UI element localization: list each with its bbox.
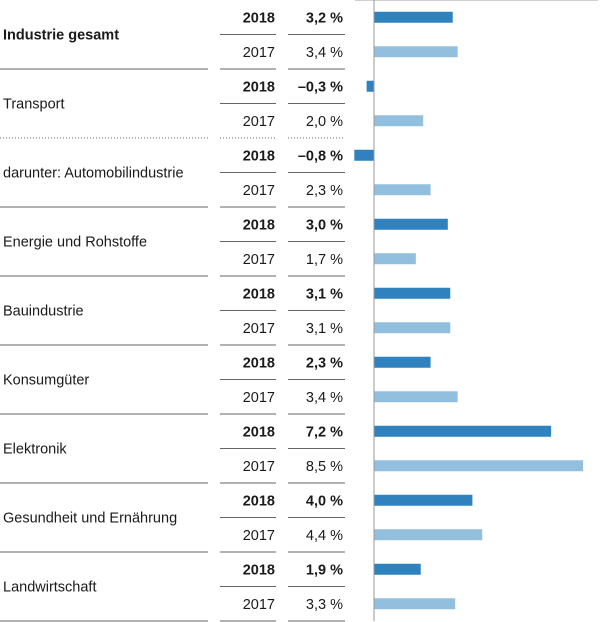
category-label: Transport bbox=[3, 97, 65, 113]
value-label-2018: 2,3 % bbox=[306, 355, 343, 371]
value-label-2018: 3,1 % bbox=[306, 286, 343, 302]
bar-2018 bbox=[374, 563, 421, 575]
year-label-2018: 2018 bbox=[243, 493, 275, 509]
category-label: Bauindustrie bbox=[3, 304, 84, 320]
year-label-2018: 2018 bbox=[243, 562, 275, 578]
bar-2017 bbox=[374, 598, 456, 610]
year-label-2017: 2017 bbox=[243, 459, 275, 475]
year-label-2018: 2018 bbox=[243, 148, 275, 164]
year-label-2017: 2017 bbox=[243, 528, 275, 544]
value-label-2017: 2,0 % bbox=[306, 114, 343, 130]
year-label-2018: 2018 bbox=[243, 355, 275, 371]
value-label-2018: 4,0 % bbox=[306, 493, 343, 509]
category-label: Konsumgüter bbox=[3, 373, 89, 389]
bar-2018 bbox=[374, 218, 448, 230]
bar-2018 bbox=[354, 149, 374, 161]
bar-2018 bbox=[374, 11, 453, 23]
value-label-2017: 3,1 % bbox=[306, 321, 343, 337]
year-label-2017: 2017 bbox=[243, 45, 275, 61]
bar-2017 bbox=[374, 391, 458, 403]
year-label-2017: 2017 bbox=[243, 597, 275, 613]
value-label-2017: 4,4 % bbox=[306, 528, 343, 544]
value-label-2017: 1,7 % bbox=[306, 252, 343, 268]
value-label-2018: 1,9 % bbox=[306, 562, 343, 578]
bar-2018 bbox=[374, 287, 451, 299]
year-label-2018: 2018 bbox=[243, 424, 275, 440]
bar-2017 bbox=[374, 529, 483, 541]
value-label-2018: 7,2 % bbox=[306, 424, 343, 440]
bar-2017 bbox=[374, 322, 451, 334]
bar-2017 bbox=[374, 184, 431, 196]
category-label: Gesundheit und Ernährung bbox=[3, 511, 177, 527]
year-label-2017: 2017 bbox=[243, 252, 275, 268]
bar-2018 bbox=[374, 425, 552, 437]
value-label-2017: 3,4 % bbox=[306, 390, 343, 406]
bar-2018 bbox=[366, 80, 374, 92]
value-label-2017: 2,3 % bbox=[306, 183, 343, 199]
year-label-2017: 2017 bbox=[243, 183, 275, 199]
category-label: Landwirtschaft bbox=[3, 580, 97, 596]
year-label-2017: 2017 bbox=[243, 114, 275, 130]
value-label-2018: –0,3 % bbox=[298, 79, 343, 95]
bar-2017 bbox=[374, 46, 458, 58]
bar-2017 bbox=[374, 115, 424, 127]
year-label-2018: 2018 bbox=[243, 10, 275, 26]
bar-2017 bbox=[374, 460, 584, 472]
year-label-2018: 2018 bbox=[243, 217, 275, 233]
value-label-2017: 3,4 % bbox=[306, 45, 343, 61]
value-label-2018: 3,2 % bbox=[306, 10, 343, 26]
year-label-2017: 2017 bbox=[243, 390, 275, 406]
bar-2018 bbox=[374, 356, 431, 368]
year-label-2018: 2018 bbox=[243, 79, 275, 95]
category-label: Energie und Rohstoffe bbox=[3, 235, 147, 251]
bar-2017 bbox=[374, 253, 416, 265]
category-label: Elektronik bbox=[3, 442, 67, 458]
value-label-2018: –0,8 % bbox=[298, 148, 343, 164]
category-label: Industrie gesamt bbox=[3, 28, 119, 44]
year-label-2017: 2017 bbox=[243, 321, 275, 337]
value-label-2017: 3,3 % bbox=[306, 597, 343, 613]
category-label: darunter: Automobilindustrie bbox=[3, 166, 184, 182]
year-label-2018: 2018 bbox=[243, 286, 275, 302]
bar-2018 bbox=[374, 494, 473, 506]
value-label-2017: 8,5 % bbox=[306, 459, 343, 475]
value-label-2018: 3,0 % bbox=[306, 217, 343, 233]
